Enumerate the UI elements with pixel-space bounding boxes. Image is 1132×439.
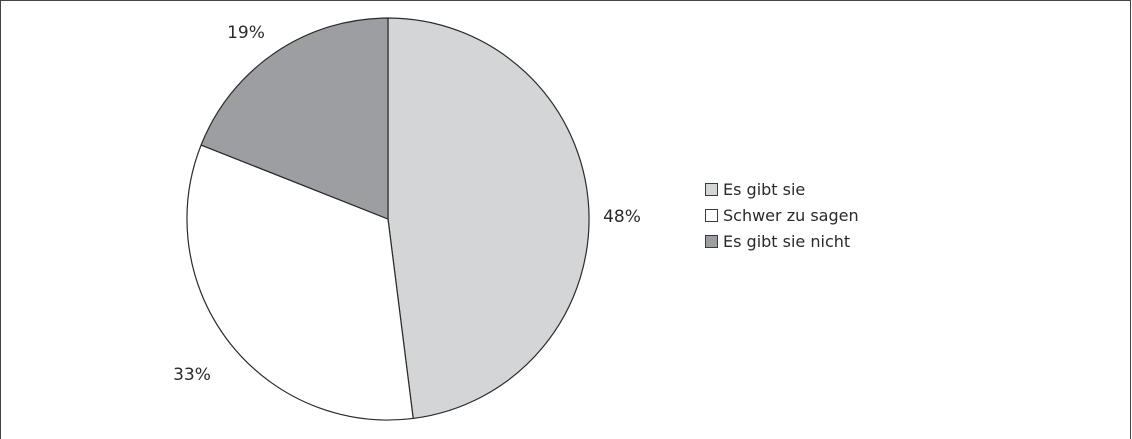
- pie-slices: [186, 17, 590, 421]
- slice-value-label: 48%: [603, 207, 641, 227]
- legend-item-es-gibt-sie: Es gibt sie: [705, 176, 859, 202]
- pie-slice-es-gibt-sie: [387, 17, 590, 420]
- pie-slice-es-gibt-sie-nicht: [200, 17, 389, 220]
- slice-value-label: 33%: [173, 365, 211, 385]
- legend: Es gibt sie Schwer zu sagen Es gibt sie …: [705, 176, 859, 254]
- legend-item-es-gibt-sie-nicht: Es gibt sie nicht: [705, 228, 859, 254]
- pie-slice-schwer-zu-sagen: [186, 144, 414, 421]
- legend-label: Schwer zu sagen: [723, 205, 859, 225]
- legend-item-schwer-zu-sagen: Schwer zu sagen: [705, 202, 859, 228]
- legend-swatch: [705, 182, 718, 196]
- legend-swatch: [705, 208, 718, 222]
- legend-swatch: [705, 234, 718, 248]
- legend-label: Es gibt sie nicht: [723, 231, 851, 251]
- slice-value-label: 19%: [227, 23, 265, 43]
- legend-label: Es gibt sie: [723, 179, 806, 199]
- pie-slice-labels: 48% 33% 19%: [173, 23, 641, 385]
